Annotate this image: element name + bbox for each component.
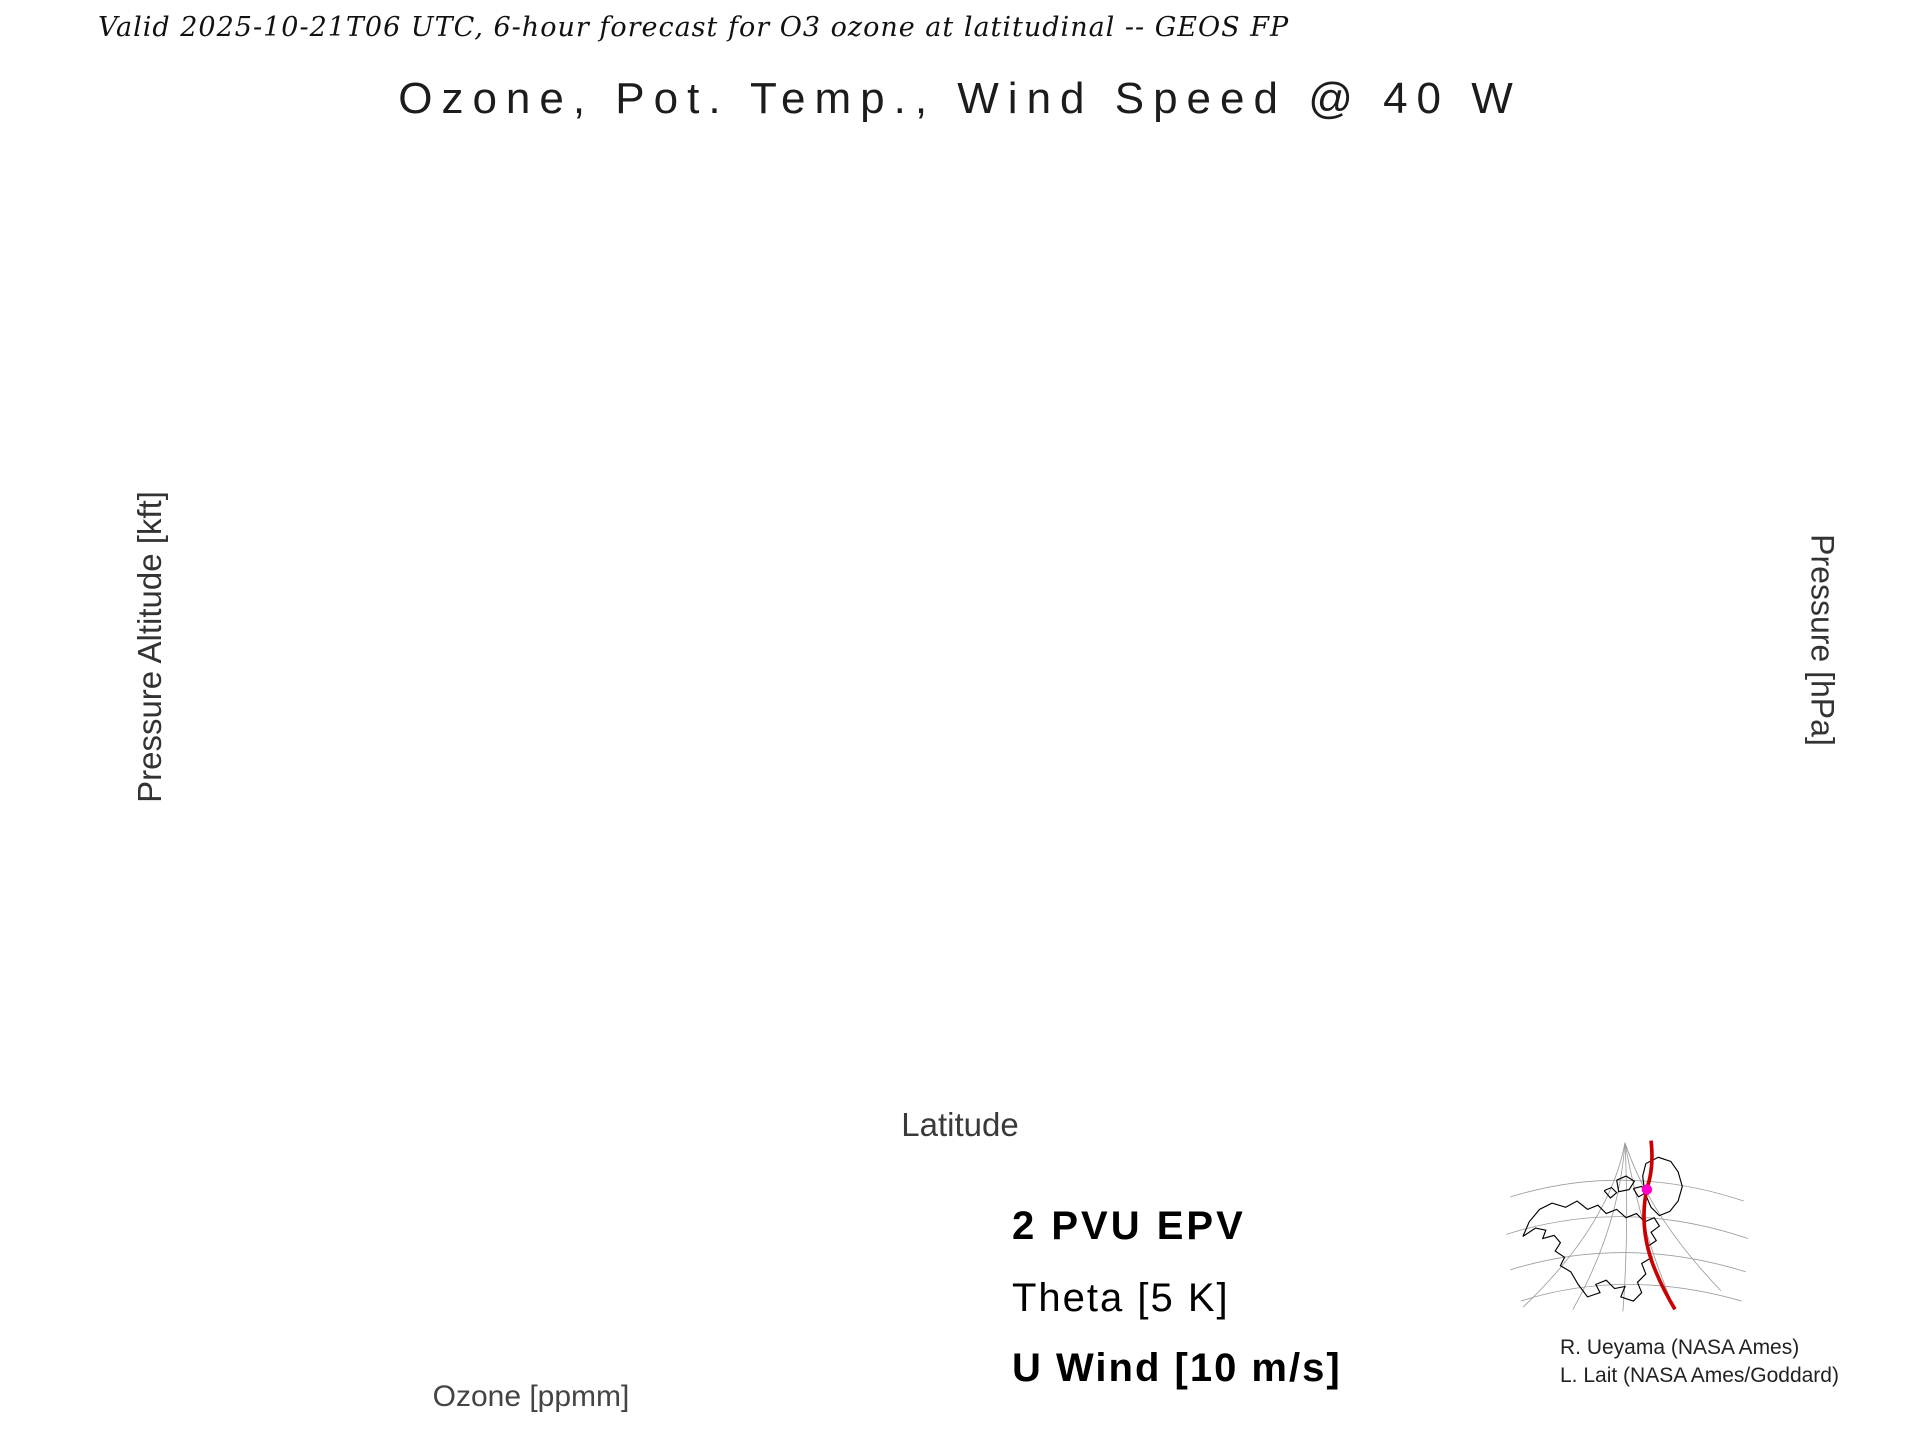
- cross-section-meridian-line: [1642, 1140, 1677, 1311]
- left-axis-title: Pressure Altitude [kft]: [131, 491, 168, 803]
- map-inset: [1506, 1140, 1749, 1312]
- map-graticule: [1506, 1142, 1749, 1312]
- x-axis-title: Latitude: [901, 1106, 1019, 1143]
- plot-title: Ozone, Pot. Temp., Wind Speed @ 40 W: [398, 74, 1522, 123]
- credit-line-2: L. Lait (NASA Ames/Goddard): [1560, 1364, 1839, 1387]
- colorbar-canvas: [95, 1250, 967, 1330]
- location-dot: [1641, 1184, 1653, 1195]
- right-axis-title: Pressure [hPa]: [1804, 534, 1841, 746]
- colorbar-title: Ozone [ppmm]: [432, 1380, 630, 1413]
- legend-u-wind: U Wind [10 m/s]: [1012, 1346, 1342, 1390]
- legend-pvu-epv: 2 PVU EPV: [1012, 1204, 1246, 1248]
- ozone-cross-section-canvas: [285, 215, 1634, 1078]
- credit-line-1: R. Ueyama (NASA Ames): [1560, 1336, 1800, 1359]
- legend-theta: Theta [5 K]: [1012, 1276, 1230, 1320]
- valid-time-header: Valid 2025-10-21T06 UTC, 6-hour forecast…: [98, 12, 1290, 43]
